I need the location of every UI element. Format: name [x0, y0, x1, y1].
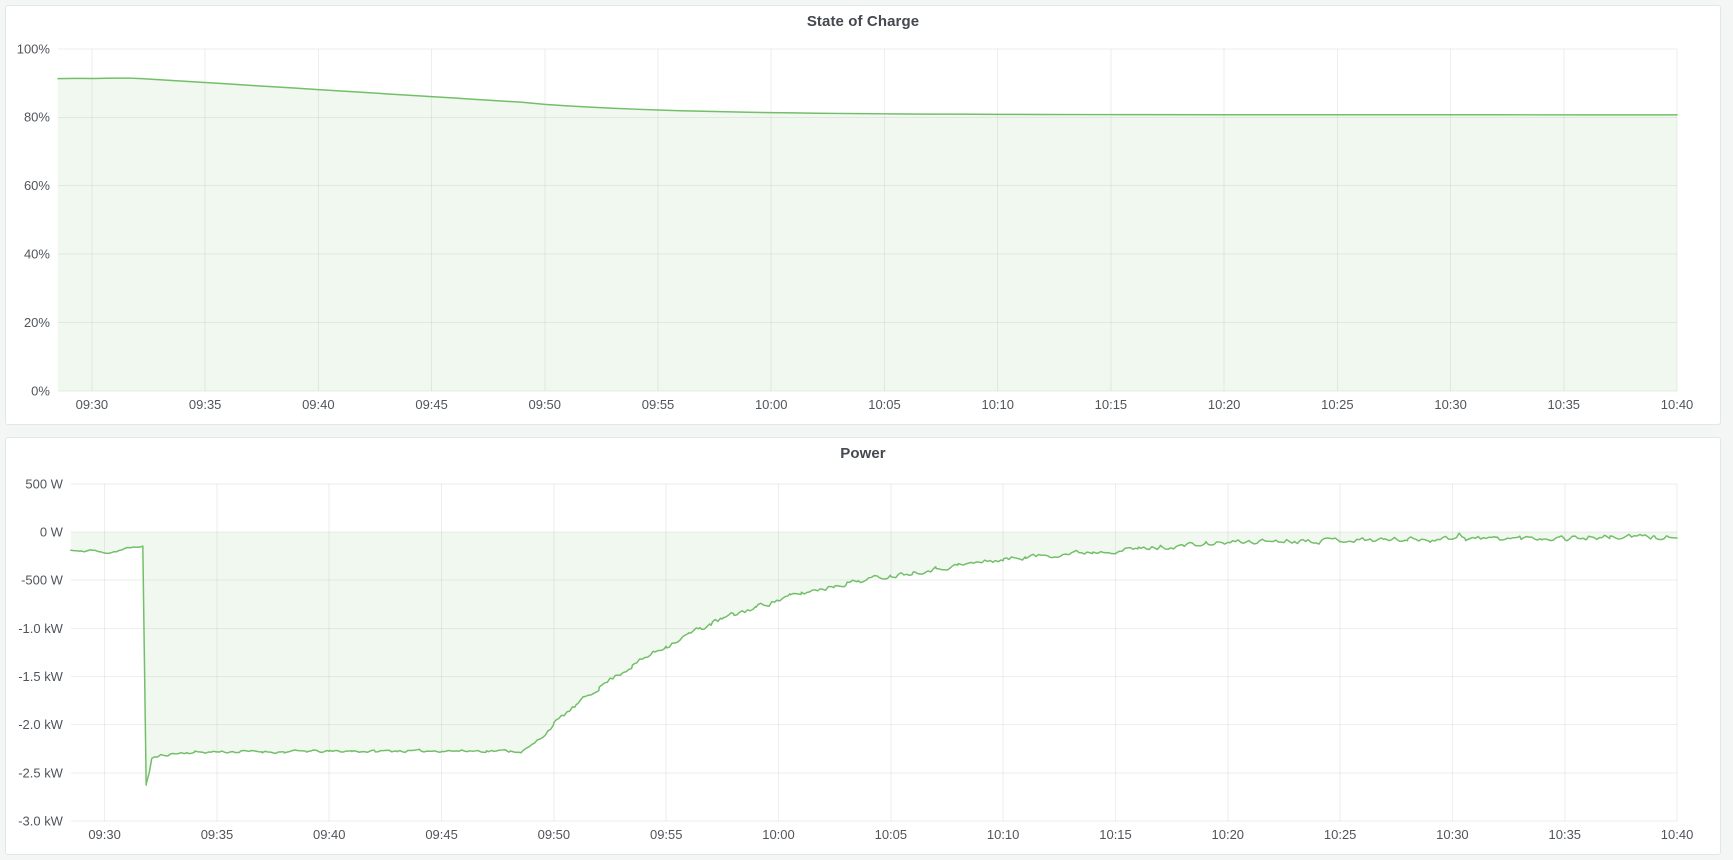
- panel-title-power[interactable]: Power: [840, 445, 886, 462]
- x-axis-tick-label: 10:35: [1549, 827, 1581, 842]
- x-axis-tick-label: 10:20: [1208, 397, 1240, 412]
- x-axis-tick-label: 10:00: [762, 827, 794, 842]
- x-axis-tick-label: 10:40: [1661, 827, 1693, 842]
- y-axis-tick-label: -2.5 kW: [18, 765, 63, 780]
- y-axis-tick-label: 0%: [31, 384, 50, 399]
- series-area: [70, 531, 1678, 786]
- y-axis-tick-label: -3.0 kW: [18, 814, 63, 829]
- series-area: [57, 78, 1678, 392]
- x-axis-tick-label: 10:15: [1095, 397, 1127, 412]
- y-axis-tick-label: 100%: [17, 41, 51, 56]
- y-axis-tick-label: 0 W: [40, 524, 64, 539]
- x-axis-tick-label: 09:45: [415, 397, 447, 412]
- x-axis-tick-label: 09:40: [302, 397, 334, 412]
- x-axis-tick-label: 09:30: [76, 397, 108, 412]
- x-axis-tick-label: 09:50: [538, 827, 570, 842]
- series-line: [70, 532, 1678, 786]
- x-axis-tick-label: 10:40: [1661, 397, 1693, 412]
- x-axis-tick-label: 10:25: [1324, 827, 1356, 842]
- x-axis-tick-label: 09:35: [189, 397, 221, 412]
- y-axis-tick-label: 60%: [24, 178, 50, 193]
- panel-title-state-of-charge[interactable]: State of Charge: [806, 13, 920, 30]
- x-axis-tick-label: 10:10: [982, 397, 1014, 412]
- x-axis-tick-label: 09:35: [201, 827, 233, 842]
- x-axis-tick-label: 09:50: [529, 397, 561, 412]
- x-axis-tick-label: 10:35: [1548, 397, 1580, 412]
- x-axis-tick-label: 09:30: [88, 827, 120, 842]
- y-axis-tick-label: 20%: [24, 315, 50, 330]
- panel-power: 500 W 0 W -500 W -1.0 kW -1.5 kW -2.0 kW -2.5 …: [5, 437, 1721, 855]
- state-of-charge-chart[interactable]: 100% 80% 60% 40% 20% 0% 09:30 09:35 09:40 09:45 09…: [6, 6, 1720, 424]
- series-line: [57, 77, 1678, 116]
- x-axis-tick-label: 09:55: [642, 397, 674, 412]
- x-axis-tick-label: 10:05: [875, 827, 907, 842]
- x-axis-tick-label: 10:25: [1321, 397, 1353, 412]
- x-axis-tick-label: 10:20: [1212, 827, 1244, 842]
- x-axis-tick-label: 10:30: [1436, 827, 1468, 842]
- x-axis-tick-label: 09:45: [425, 827, 457, 842]
- x-axis-tick-label: 10:15: [1099, 827, 1131, 842]
- y-axis-tick-label: 40%: [24, 247, 50, 262]
- y-axis-tick-label: 80%: [24, 110, 50, 125]
- y-axis-tick-label: -1.5 kW: [18, 669, 63, 684]
- x-axis-tick-label: 09:40: [313, 827, 345, 842]
- x-axis-tick-label: 10:10: [987, 827, 1019, 842]
- y-axis-tick-label: -2.0 kW: [18, 717, 63, 732]
- panel-state-of-charge: 100% 80% 60% 40% 20% 0% 09:30 09:35 09:40 09:45 09…: [5, 5, 1721, 425]
- y-axis-tick-label: 500 W: [25, 476, 63, 491]
- y-axis-tick-label: -500 W: [21, 573, 64, 588]
- x-axis-tick-label: 10:05: [868, 397, 900, 412]
- power-chart[interactable]: 500 W 0 W -500 W -1.0 kW -1.5 kW -2.0 kW -2.5 …: [6, 438, 1720, 854]
- x-axis-tick-label: 10:30: [1434, 397, 1466, 412]
- x-axis-tick-label: 10:00: [755, 397, 787, 412]
- y-axis-tick-label: -1.0 kW: [18, 621, 63, 636]
- x-axis-tick-label: 09:55: [650, 827, 682, 842]
